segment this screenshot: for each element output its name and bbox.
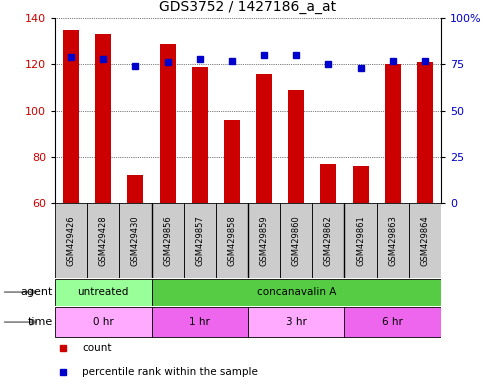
Text: GSM429430: GSM429430 xyxy=(131,215,140,266)
Text: 0 hr: 0 hr xyxy=(93,317,114,327)
Bar xyxy=(320,164,337,203)
Bar xyxy=(256,74,272,203)
Bar xyxy=(152,279,441,306)
Bar xyxy=(55,203,87,278)
Bar xyxy=(119,203,152,278)
Text: GSM429426: GSM429426 xyxy=(67,215,75,266)
Text: percentile rank within the sample: percentile rank within the sample xyxy=(82,367,258,377)
Bar xyxy=(152,307,248,338)
Text: GSM429856: GSM429856 xyxy=(163,215,172,266)
Text: 3 hr: 3 hr xyxy=(286,317,307,327)
Bar xyxy=(384,65,401,203)
Bar xyxy=(87,203,119,278)
Bar xyxy=(184,203,216,278)
Text: GSM429858: GSM429858 xyxy=(227,215,236,266)
Text: GSM429862: GSM429862 xyxy=(324,215,333,266)
Text: count: count xyxy=(82,343,112,353)
Bar xyxy=(353,166,369,203)
Text: GSM429864: GSM429864 xyxy=(420,215,429,266)
Text: GSM429859: GSM429859 xyxy=(259,215,269,266)
Text: GSM429861: GSM429861 xyxy=(356,215,365,266)
Bar xyxy=(192,67,208,203)
Bar xyxy=(417,62,433,203)
Text: concanavalin A: concanavalin A xyxy=(256,287,336,297)
Bar xyxy=(216,203,248,278)
Bar xyxy=(95,34,111,203)
Text: GSM429860: GSM429860 xyxy=(292,215,301,266)
Bar xyxy=(280,203,313,278)
Bar xyxy=(409,203,441,278)
Text: 6 hr: 6 hr xyxy=(383,317,403,327)
Text: untreated: untreated xyxy=(78,287,129,297)
Text: time: time xyxy=(28,317,53,327)
Bar xyxy=(344,307,441,338)
Title: GDS3752 / 1427186_a_at: GDS3752 / 1427186_a_at xyxy=(159,0,337,14)
Text: 1 hr: 1 hr xyxy=(189,317,210,327)
Bar xyxy=(248,307,344,338)
Text: agent: agent xyxy=(20,287,53,297)
Bar xyxy=(63,30,79,203)
Bar xyxy=(55,307,152,338)
Text: GSM429857: GSM429857 xyxy=(195,215,204,266)
Bar xyxy=(152,203,184,278)
Text: GSM429863: GSM429863 xyxy=(388,215,397,266)
Bar xyxy=(128,175,143,203)
Bar xyxy=(377,203,409,278)
Bar xyxy=(288,90,304,203)
Bar xyxy=(224,120,240,203)
Text: GSM429428: GSM429428 xyxy=(99,215,108,266)
Bar xyxy=(344,203,377,278)
Bar xyxy=(159,43,176,203)
Bar xyxy=(248,203,280,278)
Bar xyxy=(313,203,344,278)
Bar xyxy=(55,279,152,306)
